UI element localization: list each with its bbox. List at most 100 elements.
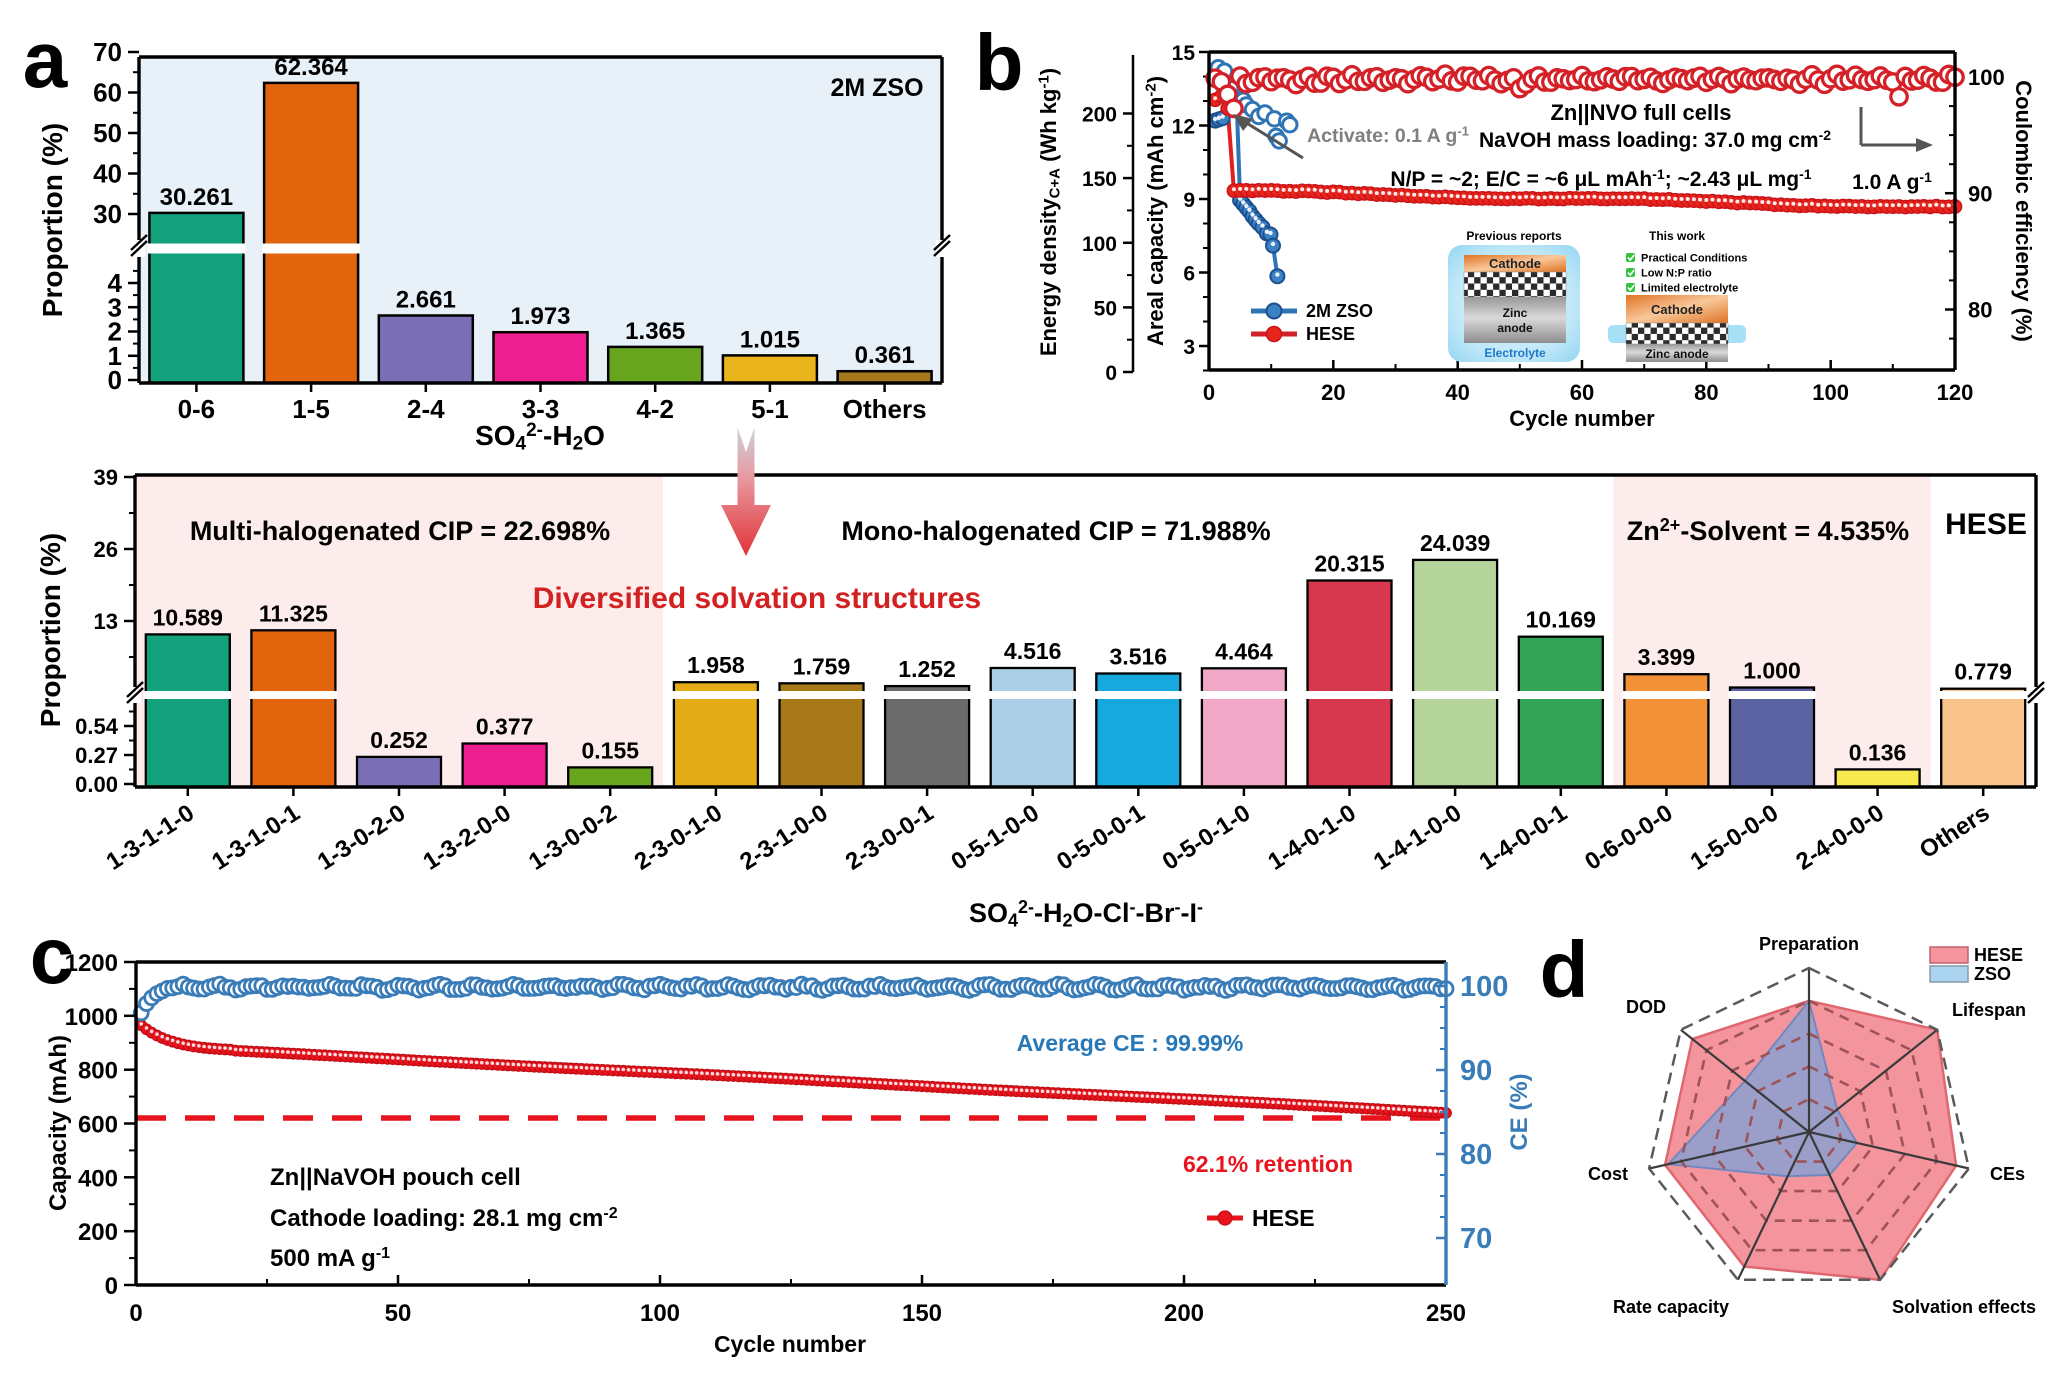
svg-text:Capacity (mAh): Capacity (mAh)	[45, 1035, 72, 1211]
svg-text:N/P = ~2; E/C = ~6 μL mAh-1;: N/P = ~2; E/C = ~6 μL mAh-1; ~2.43 μL mg…	[1390, 166, 1811, 191]
svg-text:10.589: 10.589	[153, 604, 223, 630]
svg-text:Cathode: Cathode	[1651, 302, 1703, 317]
svg-text:1.0 A g-1: 1.0 A g-1	[1852, 169, 1932, 194]
svg-text:Proportion (%): Proportion (%)	[35, 533, 66, 727]
svg-text:Activate: 0.1 A g-1: Activate: 0.1 A g-1	[1307, 124, 1469, 147]
svg-text:3.399: 3.399	[1638, 644, 1696, 670]
svg-text:1200: 1200	[65, 950, 118, 977]
svg-text:Cathode: Cathode	[1489, 256, 1541, 271]
svg-text:Zinc anode: Zinc anode	[1645, 347, 1709, 361]
svg-text:anode: anode	[1497, 321, 1533, 335]
svg-text:Cycle number: Cycle number	[1509, 406, 1655, 431]
svg-text:Rate capacity: Rate capacity	[1613, 1297, 1729, 1317]
svg-text:HESE: HESE	[1974, 945, 2023, 965]
svg-text:250: 250	[1426, 1300, 1466, 1327]
svg-text:100: 100	[640, 1300, 680, 1327]
svg-text:d: d	[1540, 925, 1589, 1014]
svg-text:26: 26	[94, 537, 118, 562]
svg-text:6: 6	[1183, 263, 1195, 286]
svg-text:0.779: 0.779	[1954, 659, 2012, 685]
svg-text:1-5: 1-5	[292, 394, 330, 424]
svg-text:4-2: 4-2	[636, 394, 674, 424]
svg-text:11.325: 11.325	[259, 600, 328, 626]
svg-text:2M ZSO: 2M ZSO	[1306, 301, 1373, 321]
svg-text:150: 150	[902, 1300, 942, 1327]
svg-text:b: b	[975, 18, 1024, 107]
svg-text:80: 80	[1968, 298, 1992, 323]
svg-text:Electrolyte: Electrolyte	[1484, 346, 1546, 360]
svg-text:NaVOH mass loading: 37.0 mg cm: NaVOH mass loading: 37.0 mg cm-2	[1479, 127, 1831, 152]
svg-text:80: 80	[1694, 380, 1718, 405]
svg-text:1.759: 1.759	[793, 653, 851, 679]
svg-text:c: c	[30, 911, 75, 1000]
svg-text:60: 60	[93, 78, 122, 108]
svg-text:200: 200	[78, 1219, 118, 1246]
svg-text:Average CE : 99.99%: Average CE : 99.99%	[1017, 1030, 1244, 1056]
svg-text:10.169: 10.169	[1526, 607, 1596, 633]
svg-text:Others: Others	[843, 394, 927, 424]
svg-text:2M ZSO: 2M ZSO	[830, 74, 923, 102]
svg-text:13: 13	[94, 609, 118, 634]
svg-text:Lifespan: Lifespan	[1952, 1000, 2026, 1020]
svg-text:Multi-halogenated CIP = 22.698: Multi-halogenated CIP = 22.698%	[190, 516, 610, 546]
svg-text:1.365: 1.365	[625, 318, 685, 345]
svg-text:Cost: Cost	[1588, 1164, 1628, 1184]
svg-text:Zn||NaVOH pouch cell: Zn||NaVOH pouch cell	[270, 1164, 521, 1191]
svg-text:0: 0	[108, 365, 122, 395]
svg-text:0.377: 0.377	[476, 714, 534, 740]
svg-text:200: 200	[1082, 104, 1117, 127]
svg-text:3-3: 3-3	[522, 394, 560, 424]
svg-text:100: 100	[1812, 380, 1849, 405]
svg-text:4.516: 4.516	[1004, 638, 1062, 664]
svg-text:HESE: HESE	[1252, 1205, 1315, 1231]
svg-text:0: 0	[1203, 380, 1215, 405]
svg-text:600: 600	[78, 1112, 118, 1139]
svg-text:20: 20	[1321, 380, 1345, 405]
svg-text:39: 39	[94, 465, 118, 490]
svg-text:20.315: 20.315	[1314, 550, 1385, 576]
svg-text:Mono-halogenated CIP = 71.988%: Mono-halogenated CIP = 71.988%	[841, 516, 1270, 546]
svg-text:a: a	[23, 15, 68, 104]
svg-text:0: 0	[129, 1300, 142, 1327]
svg-text:400: 400	[78, 1165, 118, 1192]
svg-text:1.958: 1.958	[687, 652, 745, 678]
svg-text:Energy densityC+A (Wh kg-1): Energy densityC+A (Wh kg-1)	[1036, 68, 1064, 356]
svg-text:2.661: 2.661	[396, 286, 456, 313]
svg-text:SO42--H2O-Cl--Br--I-: SO42--H2O-Cl--Br--I-	[969, 897, 1203, 930]
svg-text:SO42--H2O: SO42--H2O	[475, 420, 605, 455]
svg-text:50: 50	[93, 118, 122, 148]
svg-text:1.252: 1.252	[898, 656, 956, 682]
svg-text:40: 40	[93, 159, 122, 189]
svg-text:50: 50	[1094, 297, 1117, 320]
svg-text:3: 3	[1183, 336, 1195, 359]
svg-text:90: 90	[1460, 1055, 1492, 1087]
svg-text:200: 200	[1164, 1300, 1204, 1327]
svg-text:5-1: 5-1	[751, 394, 789, 424]
svg-text:Zn2+-Solvent = 4.535%: Zn2+-Solvent = 4.535%	[1627, 515, 1909, 546]
svg-text:100: 100	[1460, 971, 1508, 1003]
svg-text:70: 70	[1460, 1223, 1492, 1255]
svg-text:30: 30	[93, 199, 122, 229]
svg-text:1.973: 1.973	[510, 303, 570, 330]
svg-text:30.261: 30.261	[160, 184, 233, 211]
svg-text:0.361: 0.361	[855, 342, 915, 369]
svg-text:1: 1	[108, 341, 122, 371]
svg-text:90: 90	[1968, 181, 1992, 206]
svg-text:1.015: 1.015	[740, 326, 800, 353]
svg-text:Coulombic efficiency (%): Coulombic efficiency (%)	[2011, 80, 2036, 342]
svg-text:15: 15	[1172, 42, 1196, 65]
svg-text:Preparation: Preparation	[1759, 934, 1859, 954]
svg-text:Zinc: Zinc	[1503, 306, 1528, 320]
svg-text:1.000: 1.000	[1743, 657, 1801, 683]
svg-text:HESE: HESE	[1306, 324, 1355, 344]
svg-text:40: 40	[1445, 380, 1469, 405]
svg-text:0.252: 0.252	[370, 727, 428, 753]
svg-text:Diversified solvation structur: Diversified solvation structures	[533, 582, 981, 615]
svg-text:0.27: 0.27	[75, 743, 118, 768]
svg-text:Zn||NVO full cells: Zn||NVO full cells	[1550, 100, 1731, 125]
svg-text:Previous reports: Previous reports	[1466, 229, 1562, 243]
svg-text:150: 150	[1082, 168, 1117, 191]
svg-text:CE (%): CE (%)	[1506, 1073, 1533, 1150]
svg-text:0.54: 0.54	[75, 714, 119, 739]
svg-text:24.039: 24.039	[1420, 530, 1490, 556]
